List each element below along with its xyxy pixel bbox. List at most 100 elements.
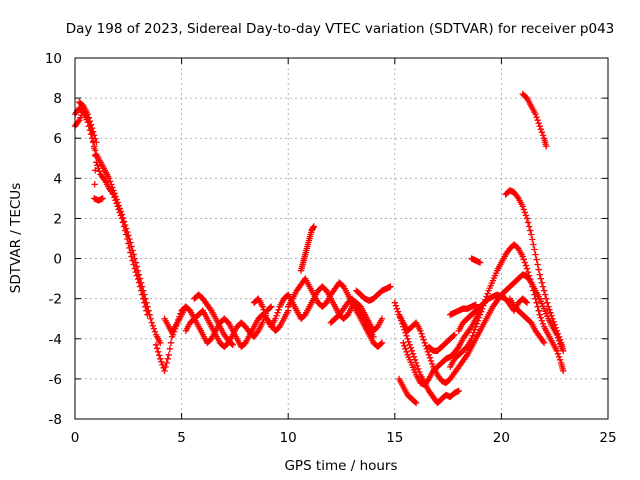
- data-point: [550, 318, 557, 325]
- data-point: [87, 121, 95, 128]
- data-point: [149, 322, 157, 329]
- data-point: [476, 311, 484, 318]
- data-point: [556, 336, 564, 343]
- data-point: [556, 356, 564, 364]
- data-point: [537, 125, 545, 133]
- y-tick-label: 8: [53, 91, 62, 107]
- data-point: [428, 360, 436, 368]
- data-point: [537, 314, 545, 321]
- data-point: [532, 251, 539, 258]
- data-point: [165, 351, 173, 359]
- grid-lines: [75, 58, 608, 419]
- data-point: [91, 181, 98, 188]
- data-point: [88, 124, 96, 132]
- chart-title: Day 198 of 2023, Sidereal Day-to-day VTE…: [66, 21, 615, 37]
- data-point: [266, 304, 274, 311]
- data-point: [534, 303, 541, 310]
- data-point: [162, 363, 169, 371]
- data-point: [549, 315, 556, 322]
- data-point: [116, 209, 123, 216]
- series-sat-x: [425, 331, 458, 355]
- data-point: [115, 206, 122, 213]
- series-sat-c: [76, 98, 106, 204]
- data-point: [141, 299, 148, 306]
- data-point: [450, 332, 457, 339]
- data-point: [135, 279, 143, 286]
- data-point: [555, 353, 563, 361]
- data-point: [405, 338, 412, 345]
- data-point: [391, 299, 398, 306]
- data-point: [90, 145, 98, 152]
- data-point: [118, 215, 126, 222]
- data-point: [124, 235, 131, 243]
- data-point: [119, 219, 127, 226]
- data-point: [402, 345, 409, 353]
- data-point: [551, 321, 558, 328]
- data-point: [553, 347, 561, 355]
- data-point: [267, 303, 275, 310]
- data-point: [419, 333, 426, 340]
- y-tick-label: 6: [53, 131, 62, 147]
- series-sat-p: [447, 241, 567, 375]
- data-point: [532, 110, 539, 118]
- y-tick-labels: -8 -6 -4 -2 0 2 4 6 8 10: [45, 51, 62, 428]
- data-point: [272, 315, 279, 322]
- data-point: [535, 307, 542, 314]
- data-point: [113, 200, 120, 207]
- data-point: [154, 348, 162, 356]
- data-point: [538, 317, 546, 324]
- data-point: [112, 197, 119, 204]
- data-point: [545, 303, 552, 310]
- data-point: [520, 206, 527, 213]
- data-point: [426, 354, 434, 362]
- data-point: [310, 223, 317, 230]
- data-point: [484, 290, 491, 297]
- data-point: [471, 326, 478, 333]
- data-point: [472, 301, 480, 308]
- data-point: [555, 333, 563, 340]
- axis-ticks: [74, 57, 609, 420]
- data-point: [473, 320, 481, 327]
- data-point: [138, 291, 146, 298]
- x-tick-label: 20: [493, 430, 510, 446]
- data-point: [407, 344, 414, 352]
- data-point: [86, 117, 94, 125]
- data-point: [451, 331, 458, 338]
- data-point: [536, 122, 543, 130]
- data-point: [540, 287, 548, 294]
- data-point: [424, 348, 432, 356]
- data-point: [122, 231, 130, 238]
- data-point: [406, 341, 413, 348]
- series-sat-m: [395, 311, 462, 407]
- data-point: [404, 335, 411, 342]
- series-sat-l: [353, 283, 394, 304]
- data-point: [260, 306, 267, 313]
- data-point: [93, 139, 100, 146]
- x-tick-label: 25: [599, 430, 616, 446]
- data-point: [534, 116, 541, 124]
- data-point: [94, 162, 101, 169]
- data-point: [401, 342, 408, 349]
- series-sat-q: [455, 291, 531, 334]
- data-point: [415, 365, 422, 373]
- data-point: [174, 319, 181, 326]
- data-point: [533, 299, 540, 306]
- data-point: [476, 259, 484, 266]
- data-point: [403, 348, 410, 356]
- plot-frame: [74, 57, 609, 420]
- data-point: [521, 259, 529, 266]
- data-point: [274, 309, 281, 316]
- data-point: [273, 312, 280, 319]
- y-tick-label: 0: [53, 252, 62, 268]
- data-point: [530, 241, 537, 248]
- data-point: [523, 215, 531, 222]
- data-point: [531, 291, 538, 298]
- data-point: [92, 153, 99, 160]
- data-point: [130, 261, 137, 268]
- data-point: [127, 249, 134, 256]
- data-point: [519, 203, 526, 210]
- data-point: [417, 327, 424, 334]
- series-sat-i: [285, 275, 386, 350]
- data-point: [177, 310, 184, 317]
- data-point: [412, 399, 420, 407]
